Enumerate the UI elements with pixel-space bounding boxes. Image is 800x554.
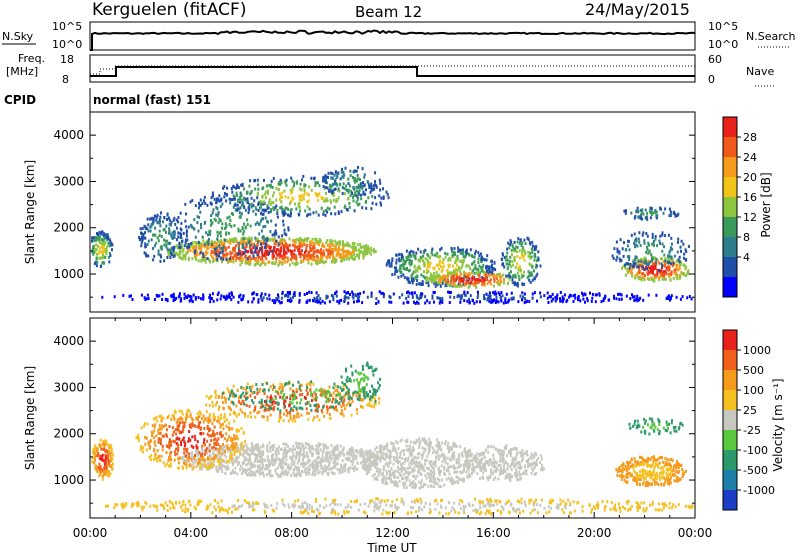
nsky-label: N.Sky	[2, 30, 34, 43]
nave-label: Nave	[746, 65, 774, 78]
velocity-xlabel: Time UT	[366, 541, 417, 554]
power-colorbar-cell	[723, 117, 737, 137]
date-title: 24/May/2015	[585, 0, 690, 19]
power-colorbar-cell	[723, 197, 737, 217]
velocity-colorbar-tick: 500	[743, 364, 764, 377]
noise-tick-right-top: 10^5	[708, 20, 738, 33]
velocity-colorbar-cell	[723, 330, 737, 350]
velocity-ytick: 2000	[53, 427, 84, 441]
noise-tick-right-bottom: 10^0	[708, 38, 738, 51]
velocity-colorbar-cell	[723, 350, 737, 370]
velocity-xtick: 20:00	[577, 526, 612, 540]
velocity-colorbar-tick: 100	[743, 384, 764, 397]
velocity-ytick: 1000	[53, 473, 84, 487]
velocity-panel: 4000 3000 2000 1000 00:00 04:00 08:00 12:00 16:…	[23, 317, 713, 554]
velocity-ylabel: Slant Range [km]	[23, 366, 37, 470]
power-ytick: 3000	[53, 174, 84, 188]
power-colorbar-tick: 16	[743, 191, 757, 204]
velocity-colorbar: 1000 500 100 25 -25 -100 -500 -1000 Velocity [m…	[722, 329, 785, 511]
power-colorbar-cell	[723, 257, 737, 277]
velocity-colorbar-cell	[723, 470, 737, 490]
freq-tick-bottom: 8	[62, 73, 69, 86]
power-ytick: 4000	[53, 128, 84, 142]
velocity-xtick: 00:00	[73, 526, 108, 540]
velocity-colorbar-cell	[723, 430, 737, 450]
velocity-colorbar-tick: -1000	[743, 484, 775, 497]
freq-label: Freq.	[18, 52, 45, 65]
noise-tick-top: 10^5	[52, 20, 82, 33]
velocity-ytick: 3000	[53, 380, 84, 394]
power-ylabel: Slant Range [km]	[23, 160, 37, 264]
power-colorbar-label: Power [dB]	[759, 172, 773, 237]
station-title: Kerguelen (fitACF)	[92, 0, 246, 20]
velocity-xtick: 16:00	[476, 526, 511, 540]
velocity-colorbar-tick: -25	[743, 424, 761, 437]
velocity-xtick: 12:00	[375, 526, 410, 540]
power-colorbar-tick: 28	[743, 131, 757, 144]
velocity-xtick: 04:00	[174, 526, 209, 540]
velocity-colorbar-cell	[723, 370, 737, 390]
nave-tick-top: 60	[708, 53, 722, 66]
cpid-value: normal (fast) 151	[93, 93, 211, 107]
power-ytick: 1000	[53, 267, 84, 281]
freq-unit-label: [MHz]	[6, 65, 38, 78]
power-colorbar-tick: 20	[743, 171, 757, 184]
velocity-colorbar-tick: -500	[743, 464, 768, 477]
velocity-colorbar-tick: -100	[743, 444, 768, 457]
power-colorbar-cell	[723, 137, 737, 157]
velocity-colorbar-cell	[723, 490, 737, 510]
power-colorbar-cell	[723, 177, 737, 197]
frequency-panel: Freq. [MHz] 18 8 60 0 Nave	[6, 52, 774, 87]
velocity-xtick: 08:00	[274, 526, 309, 540]
power-colorbar-tick: 8	[743, 231, 750, 244]
power-colorbar-cell	[723, 277, 737, 297]
nave-tick-bottom: 0	[708, 73, 715, 86]
velocity-colorbar-tick: 1000	[743, 344, 771, 357]
power-colorbar-tick: 12	[743, 211, 757, 224]
power-colorbar: 28 24 20 16 12 8 4 Power [dB]	[722, 116, 773, 298]
power-panel: 4000 3000 2000 1000 Slant Range [km]	[23, 111, 696, 313]
power-colorbar-tick: 4	[743, 251, 750, 264]
velocity-xtick: 00:00	[678, 526, 713, 540]
velocity-colorbar-cell	[723, 390, 737, 410]
noise-tick-bottom: 10^0	[52, 38, 82, 51]
velocity-colorbar-tick: 25	[743, 404, 757, 417]
nsearch-label: N.Search	[746, 30, 796, 43]
velocity-colorbar-label: Velocity [m s⁻¹]	[771, 378, 785, 471]
velocity-colorbar-cell	[723, 410, 737, 430]
power-colorbar-cell	[723, 237, 737, 257]
power-colorbar-cell	[723, 217, 737, 237]
freq-tick-top: 18	[60, 53, 74, 66]
velocity-colorbar-cell	[723, 450, 737, 470]
velocity-ytick: 4000	[53, 334, 84, 348]
beam-title: Beam 12	[355, 3, 422, 21]
power-colorbar-tick: 24	[743, 151, 757, 164]
cpid-label: CPID	[4, 93, 36, 107]
power-ytick: 2000	[53, 221, 84, 235]
power-colorbar-cell	[723, 157, 737, 177]
noise-panel: N.Sky 10^5 10^0 10^5 10^0 N.Search	[2, 20, 796, 51]
